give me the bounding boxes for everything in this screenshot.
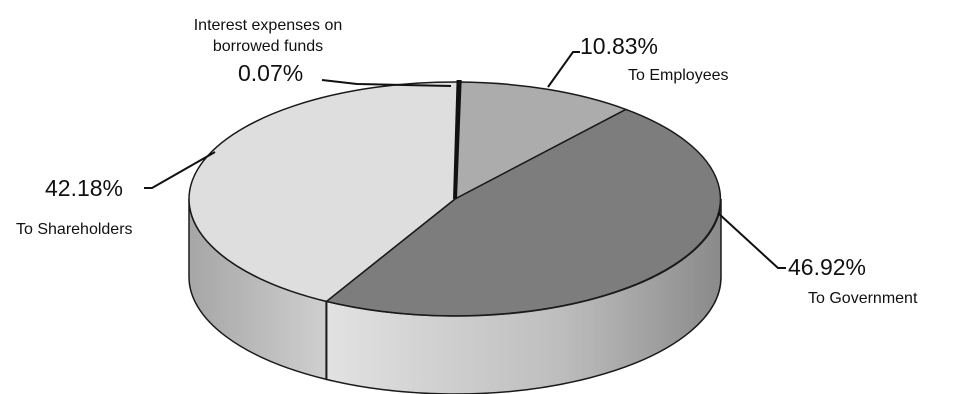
label-interest-line2: borrowed funds xyxy=(213,38,323,55)
leader-line-employees xyxy=(547,51,580,88)
value-label-shareholders: 42.18% xyxy=(45,175,123,201)
pie-slice-interest xyxy=(453,79,462,200)
pie-slice-government xyxy=(324,108,722,317)
label-interest-line1: Interest expenses on xyxy=(194,17,343,34)
pie-slice-shareholders xyxy=(188,81,460,303)
label-employees: To Employees xyxy=(628,67,729,84)
value-label-interest: 0.07% xyxy=(238,60,303,86)
leader-line-interest xyxy=(321,79,452,87)
leader-line-government xyxy=(717,212,786,269)
label-shareholders: To Shareholders xyxy=(16,221,133,238)
value-label-employees: 10.83% xyxy=(580,33,658,59)
pie-slice-employees xyxy=(454,81,628,201)
label-government: To Government xyxy=(808,290,918,307)
leader-line-shareholders xyxy=(144,151,216,189)
value-label-government: 46.92% xyxy=(788,254,866,280)
